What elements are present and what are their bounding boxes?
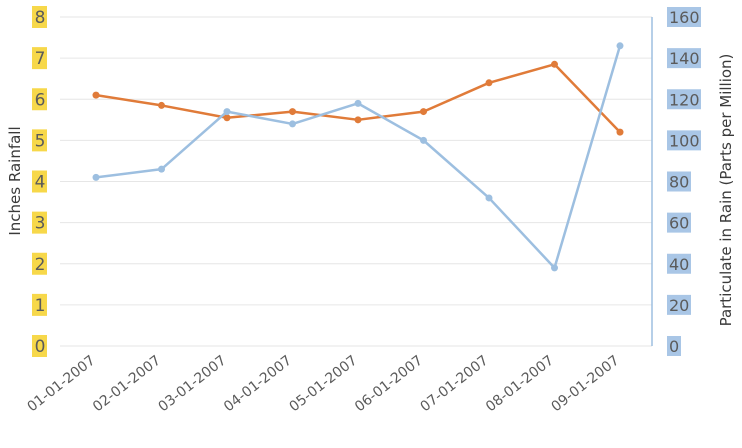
series-1-point <box>616 42 624 50</box>
series-0-point <box>289 108 296 116</box>
series-0-point <box>92 91 100 99</box>
right-tick-label: 80 <box>669 173 689 192</box>
series-1-point <box>485 194 493 202</box>
right-tick-highlight <box>667 212 691 233</box>
right-tick-label: 60 <box>669 214 689 233</box>
x-tick-label: 08-01-2007 <box>483 353 557 416</box>
right-tick-label: 120 <box>669 90 700 109</box>
series-0-point <box>354 116 362 124</box>
right-tick-highlight <box>667 48 701 69</box>
series-1-line <box>95 45 622 270</box>
left-tick-highlight <box>32 6 47 28</box>
series-1-point <box>158 165 165 173</box>
left-tick-label: 1 <box>35 296 46 316</box>
left-tick-label: 3 <box>35 214 46 234</box>
right-tick-highlight <box>667 89 701 110</box>
series-0-point <box>485 79 493 87</box>
series-0-point <box>158 101 165 109</box>
right-tick-highlight <box>667 336 681 356</box>
left-tick-label: 4 <box>35 173 46 193</box>
left-tick-label: 5 <box>35 131 46 151</box>
x-tick-label: 05-01-2007 <box>286 353 360 416</box>
series-0-point <box>616 128 624 136</box>
x-tick-label: 01-01-2007 <box>24 353 98 416</box>
left-tick-highlight <box>32 211 47 234</box>
series-1-point <box>551 264 558 272</box>
series-1-point <box>420 136 427 144</box>
right-tick-highlight <box>667 253 691 274</box>
series-0-point <box>420 108 427 116</box>
right-tick-highlight <box>667 294 691 315</box>
series-1-point <box>354 99 362 107</box>
left-tick-label: 8 <box>35 8 46 28</box>
left-tick-highlight <box>32 293 47 316</box>
x-tick-label: 02-01-2007 <box>90 353 164 416</box>
right-tick-label: 160 <box>669 8 700 27</box>
right-tick-label: 20 <box>669 296 689 315</box>
right-tick-label: 140 <box>669 49 700 68</box>
series-0-point <box>223 114 231 122</box>
left-tick-label: 7 <box>35 49 46 69</box>
left-tick-label: 2 <box>35 255 46 275</box>
series-1-point <box>92 173 100 181</box>
left-tick-highlight <box>32 129 47 152</box>
left-tick-highlight <box>32 47 47 70</box>
x-tick-label: 03-01-2007 <box>155 353 229 416</box>
left-tick-highlight <box>32 88 47 111</box>
left-tick-highlight <box>32 252 47 275</box>
x-tick-label: 04-01-2007 <box>221 353 295 416</box>
right-tick-highlight <box>667 7 701 27</box>
x-tick-label: 06-01-2007 <box>352 353 426 416</box>
y2-axis-title: Particulate in Rain (Parts per Million) <box>717 54 735 327</box>
series-1-point <box>289 120 296 128</box>
left-tick-label: 6 <box>35 90 46 110</box>
x-tick-label: 07-01-2007 <box>417 353 491 416</box>
y-axis-title: Inches Rainfall <box>6 126 24 235</box>
x-tick-label: 09-01-2007 <box>548 353 622 416</box>
left-tick-highlight <box>32 335 47 357</box>
series-1-point <box>223 108 231 116</box>
series-0-point <box>551 60 558 68</box>
right-tick-highlight <box>667 171 691 192</box>
right-tick-label: 0 <box>669 337 679 356</box>
right-tick-highlight <box>667 130 701 151</box>
left-tick-highlight <box>32 170 47 193</box>
left-tick-label: 0 <box>35 337 46 357</box>
right-tick-label: 100 <box>669 131 700 150</box>
right-tick-label: 40 <box>669 255 689 274</box>
